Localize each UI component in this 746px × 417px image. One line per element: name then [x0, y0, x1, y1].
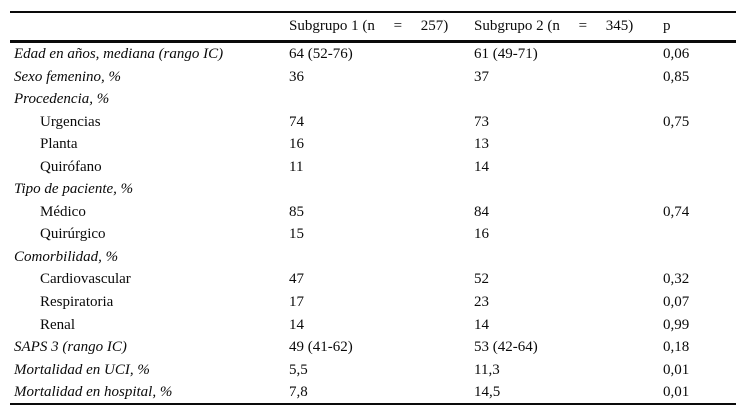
row-label: Mortalidad en UCI, % [14, 361, 150, 378]
row-label: Cardiovascular [40, 271, 131, 288]
row-p-value: 0,32 [663, 271, 690, 288]
row-value-subgroup-2 [474, 246, 663, 269]
row-p-value: 0,85 [663, 68, 690, 85]
row-label: SAPS 3 (rango IC) [14, 339, 127, 356]
row-label: Procedencia, % [14, 91, 110, 108]
row-value-subgroup-2: 11,3 [474, 361, 500, 378]
table-row: SAPS 3 (rango IC) 49 (41-62) 53 (42-64) 0,1… [10, 336, 736, 359]
row-p-value [663, 223, 736, 246]
table-row: Edad en años, mediana (rango IC) 64 (52-7… [10, 43, 736, 66]
table-row: Urgencias 74 73 0,75 [10, 111, 736, 134]
row-value-subgroup-1: 17 [289, 294, 304, 311]
table-row: Cardiovascular 47 52 0,32 [10, 268, 736, 291]
row-p-value: 0,01 [663, 361, 690, 378]
row-label: Quirúrgico [40, 226, 106, 243]
table-row: Comorbilidad, % [10, 246, 736, 269]
row-value-subgroup-2 [474, 88, 663, 111]
row-value-subgroup-1 [289, 88, 474, 111]
header-p-value: p [663, 18, 671, 34]
table-header-row: Subgrupo 1 (n = 257) Subgrupo 2 (n = 345… [10, 13, 736, 40]
row-label: Médico [40, 203, 86, 220]
row-value-subgroup-2: 61 (49-71) [474, 46, 538, 62]
row-p-value [663, 156, 736, 179]
row-value-subgroup-2: 14 [474, 158, 489, 175]
row-label: Planta [40, 136, 78, 153]
row-value-subgroup-2: 52 [474, 271, 489, 288]
row-value-subgroup-2: 13 [474, 136, 489, 153]
table-row: Quirófano 11 14 [10, 156, 736, 179]
header-subgroup-2: Subgrupo 2 (n = 345) [474, 18, 634, 34]
row-value-subgroup-2: 37 [474, 68, 489, 85]
row-p-value: 0,74 [663, 203, 690, 220]
row-label: Urgencias [40, 113, 101, 130]
table-row: Respiratoria 17 23 0,07 [10, 291, 736, 314]
table-top-rule [10, 11, 736, 13]
row-value-subgroup-2 [474, 178, 663, 201]
table-row: Tipo de paciente, % [10, 178, 736, 201]
row-p-value: 0,99 [663, 316, 690, 333]
row-label: Mortalidad en hospital, % [14, 384, 173, 401]
row-value-subgroup-1: 64 (52-76) [289, 46, 353, 62]
row-p-value [663, 88, 736, 111]
row-value-subgroup-1: 49 (41-62) [289, 339, 353, 356]
row-value-subgroup-1 [289, 246, 474, 269]
row-value-subgroup-1: 15 [289, 226, 304, 243]
row-p-value: 0,01 [663, 384, 690, 401]
row-value-subgroup-1: 16 [289, 136, 304, 153]
row-value-subgroup-2: 84 [474, 203, 489, 220]
table-row: Quirúrgico 15 16 [10, 223, 736, 246]
table-row: Médico 85 84 0,74 [10, 201, 736, 224]
row-value-subgroup-2: 14,5 [474, 384, 501, 401]
row-value-subgroup-2: 73 [474, 113, 489, 130]
table-row: Mortalidad en hospital, % 7,8 14,5 0,01 [10, 381, 736, 404]
row-value-subgroup-1: 11 [289, 158, 304, 175]
row-label: Quirófano [40, 158, 102, 175]
row-p-value: 0,75 [663, 113, 690, 130]
row-p-value [663, 246, 736, 269]
table-bottom-rule [10, 403, 736, 405]
row-p-value [663, 133, 736, 156]
table-row: Mortalidad en UCI, % 5,5 11,3 0,01 [10, 359, 736, 382]
row-p-value: 0,07 [663, 294, 690, 311]
table-header-rule [10, 40, 736, 43]
row-value-subgroup-2: 16 [474, 226, 489, 243]
row-label: Edad en años, mediana (rango IC) [14, 46, 224, 62]
row-value-subgroup-1: 85 [289, 203, 304, 220]
row-value-subgroup-1: 5,5 [289, 361, 308, 378]
row-value-subgroup-1: 74 [289, 113, 304, 130]
table-row: Renal 14 14 0,99 [10, 314, 736, 337]
row-label: Tipo de paciente, % [14, 181, 134, 198]
row-label: Comorbilidad, % [14, 248, 119, 265]
row-label: Respiratoria [40, 294, 114, 311]
row-label: Renal [40, 316, 75, 333]
table-row: Planta 16 13 [10, 133, 736, 156]
row-p-value [663, 178, 736, 201]
row-value-subgroup-2: 53 (42-64) [474, 339, 538, 356]
row-label: Sexo femenino, % [14, 68, 122, 85]
row-value-subgroup-1: 14 [289, 316, 304, 333]
table-row: Procedencia, % [10, 88, 736, 111]
table-row: Sexo femenino, % 36 37 0,85 [10, 66, 736, 89]
row-value-subgroup-1: 47 [289, 271, 304, 288]
row-p-value: 0,06 [663, 46, 690, 62]
row-p-value: 0,18 [663, 339, 690, 356]
row-value-subgroup-2: 23 [474, 294, 489, 311]
row-value-subgroup-2: 14 [474, 316, 489, 333]
row-value-subgroup-1: 7,8 [289, 384, 308, 401]
row-value-subgroup-1: 36 [289, 68, 304, 85]
row-value-subgroup-1 [289, 178, 474, 201]
table-body: Edad en años, mediana (rango IC) 64 (52-7… [10, 43, 736, 404]
header-subgroup-1: Subgrupo 1 (n = 257) [289, 18, 449, 34]
